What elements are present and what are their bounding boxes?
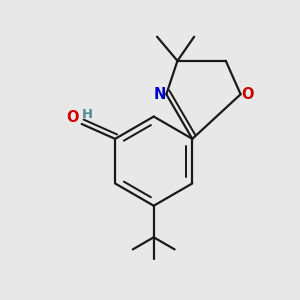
- Text: H: H: [82, 108, 93, 121]
- Text: O: O: [66, 110, 79, 125]
- Text: O: O: [241, 87, 254, 102]
- Text: N: N: [153, 87, 166, 102]
